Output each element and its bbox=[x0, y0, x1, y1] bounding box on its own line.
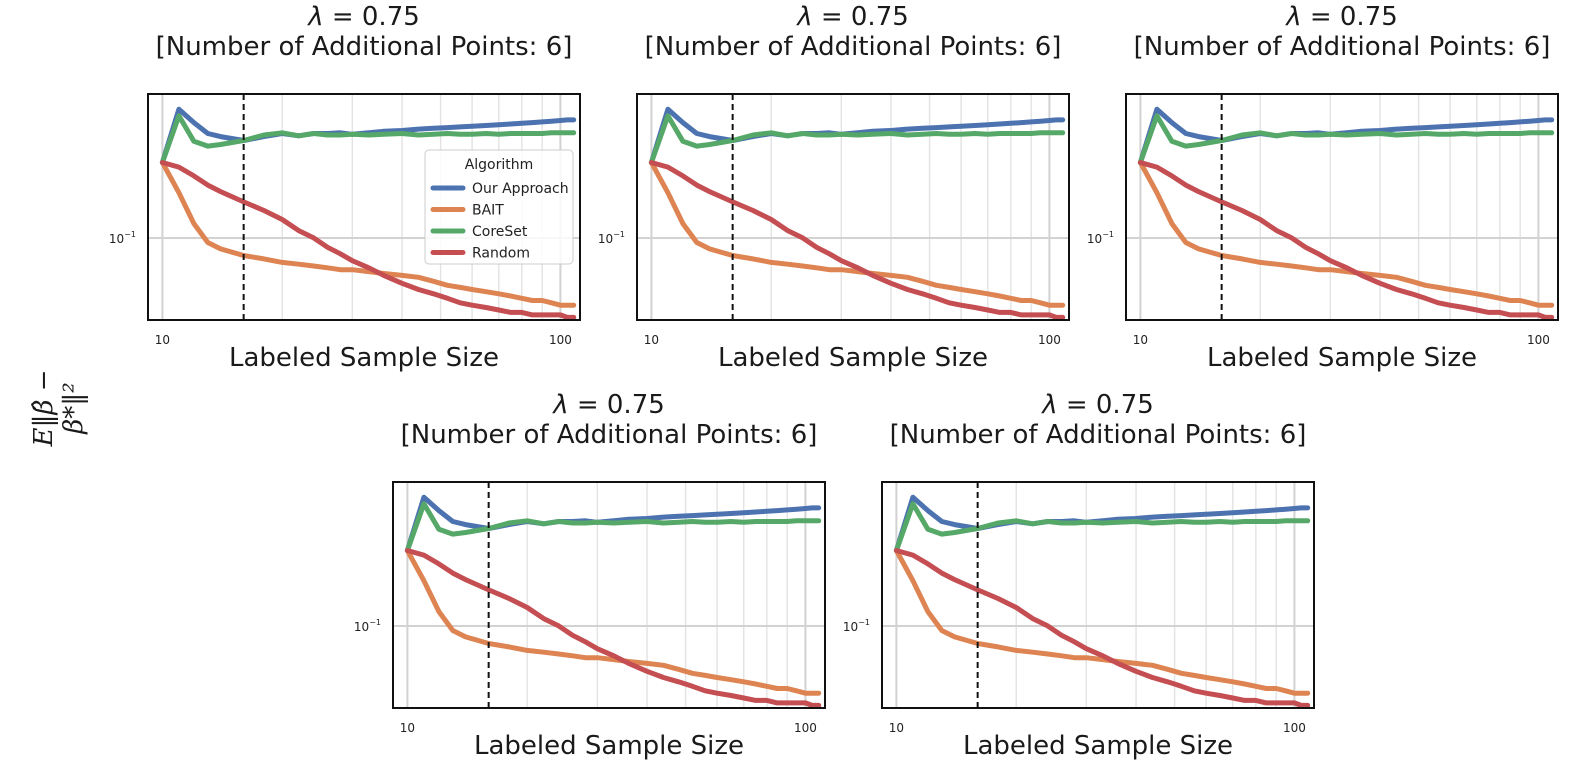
plot-area: 10 100 10−1 Algorithm Our Approach BAIT CoreSe… bbox=[109, 93, 581, 347]
legend-label: CoreSet bbox=[472, 224, 528, 240]
x-tick-label: 10 bbox=[889, 721, 904, 735]
x-axis-label: Labeled Sample Size bbox=[962, 731, 1234, 761]
legend-label: Random bbox=[472, 246, 530, 262]
x-tick-label: 100 bbox=[1283, 721, 1306, 735]
plot-area: 10 100 10−1 bbox=[598, 93, 1070, 347]
x-axis-label: Labeled Sample Size bbox=[717, 343, 989, 373]
plot-frame bbox=[147, 93, 581, 321]
series-line-random bbox=[159, 160, 577, 320]
legend-label: Our Approach bbox=[472, 181, 569, 197]
plot-area: 10 100 10−1 bbox=[843, 481, 1315, 735]
chart-panel-1: λ = 0.75 [Number of Additional Points: 6… bbox=[109, 0, 581, 380]
x-tick-label: 100 bbox=[1527, 333, 1550, 347]
series-line-coreset bbox=[648, 113, 1066, 165]
plot-area: 10 100 10−1 bbox=[1087, 93, 1559, 347]
x-tick-label: 10 bbox=[155, 333, 170, 347]
chart-title: λ = 0.75 bbox=[1042, 390, 1154, 420]
y-tick-label: 10−1 bbox=[1087, 230, 1114, 246]
chart-title: λ = 0.75 bbox=[797, 2, 909, 32]
chart-subtitle: [Number of Additional Points: 6] bbox=[644, 32, 1062, 62]
y-tick-label: 10−1 bbox=[598, 230, 625, 246]
series-line-random bbox=[893, 548, 1311, 708]
plot-frame bbox=[881, 481, 1315, 709]
x-axis-label: Labeled Sample Size bbox=[1206, 343, 1478, 373]
chart-panel-2: λ = 0.75 [Number of Additional Points: 6… bbox=[598, 0, 1070, 380]
series-line-random bbox=[404, 548, 822, 708]
series-line-bait bbox=[404, 548, 822, 696]
plot-frame bbox=[636, 93, 1070, 321]
series-line-random bbox=[648, 160, 1066, 320]
chart-panel-4: λ = 0.75 [Number of Additional Points: 6… bbox=[354, 388, 826, 768]
series-line-bait bbox=[1137, 160, 1555, 308]
chart-panel-5: λ = 0.75 [Number of Additional Points: 6… bbox=[843, 388, 1315, 768]
plot-frame bbox=[392, 481, 826, 709]
x-axis-label: Labeled Sample Size bbox=[228, 343, 500, 373]
y-tick-label: 10−1 bbox=[109, 230, 136, 246]
chart-title: λ = 0.75 bbox=[1286, 2, 1398, 32]
chart-subtitle: [Number of Additional Points: 6] bbox=[1133, 32, 1551, 62]
series-line-bait bbox=[648, 160, 1066, 308]
x-tick-label: 100 bbox=[549, 333, 572, 347]
legend: Algorithm Our Approach BAIT CoreSet Random bbox=[424, 149, 574, 265]
y-tick-label: 10−1 bbox=[354, 618, 381, 634]
y-tick-label: 10−1 bbox=[843, 618, 870, 634]
chart-title: λ = 0.75 bbox=[553, 390, 665, 420]
x-tick-label: 100 bbox=[1038, 333, 1061, 347]
plot-frame bbox=[1125, 93, 1559, 321]
x-axis-label: Labeled Sample Size bbox=[473, 731, 745, 761]
legend-label: BAIT bbox=[472, 203, 504, 219]
chart-subtitle: [Number of Additional Points: 6] bbox=[400, 420, 818, 450]
legend-title: Algorithm bbox=[465, 157, 534, 173]
x-tick-label: 10 bbox=[1133, 333, 1148, 347]
chart-subtitle: [Number of Additional Points: 6] bbox=[889, 420, 1307, 450]
chart-subtitle: [Number of Additional Points: 6] bbox=[155, 32, 573, 62]
series-line-coreset bbox=[893, 501, 1311, 553]
chart-panel-3: λ = 0.75 [Number of Additional Points: 6… bbox=[1087, 0, 1559, 380]
plot-area: 10 100 10−1 bbox=[354, 481, 826, 735]
series-line-bait bbox=[893, 548, 1311, 696]
x-tick-label: 10 bbox=[400, 721, 415, 735]
series-line-random bbox=[1137, 160, 1555, 320]
y-axis-label: E‖β̂ − β*‖² bbox=[29, 369, 89, 447]
series-line-coreset bbox=[1137, 113, 1555, 165]
chart-title: λ = 0.75 bbox=[308, 2, 420, 32]
series-line-coreset bbox=[404, 501, 822, 553]
legend-box bbox=[424, 149, 574, 265]
x-tick-label: 100 bbox=[794, 721, 817, 735]
series-line-coreset bbox=[159, 113, 577, 165]
x-tick-label: 10 bbox=[644, 333, 659, 347]
